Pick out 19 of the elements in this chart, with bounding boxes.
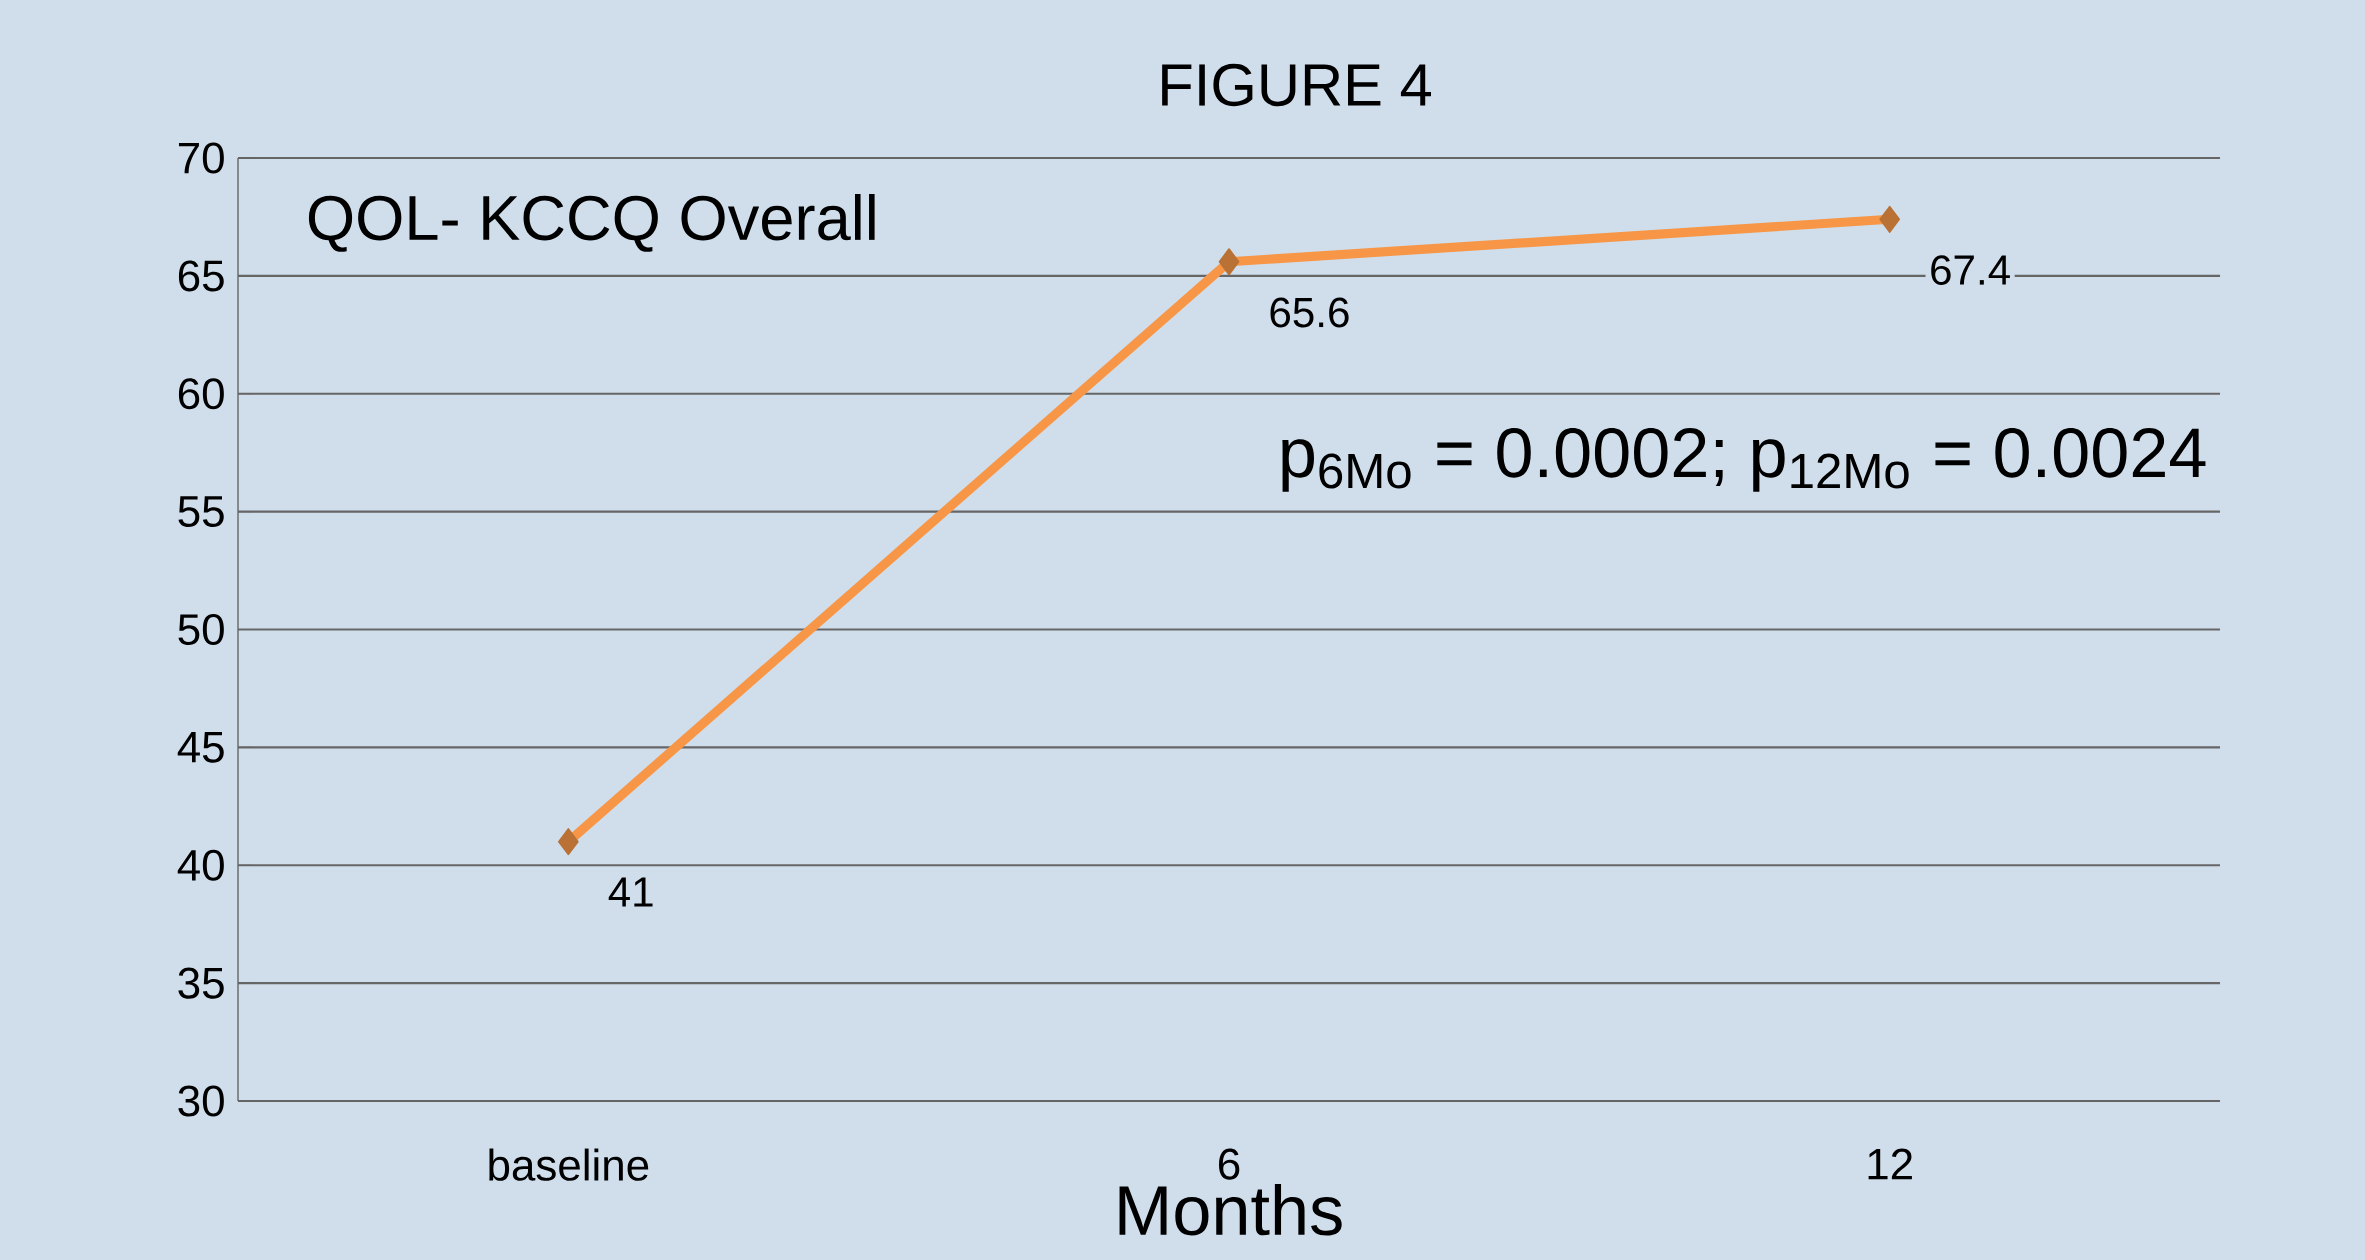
data-label: 65.6: [1270, 297, 1349, 328]
x-tick-label: 12: [1868, 1148, 1912, 1180]
y-tick-label: 40: [177, 849, 224, 881]
y-tick-label: 30: [178, 1085, 224, 1117]
y-tick-label: 70: [178, 142, 224, 174]
data-label: 41: [608, 877, 653, 907]
data-label: 67.4: [1931, 255, 2010, 285]
y-tick-label: 60: [178, 378, 224, 410]
chart-title: FIGURE 4: [1162, 63, 1431, 107]
y-tick-label: 50: [178, 614, 224, 646]
annotation: p$_{6Mo}$ = 0.0002; p$_{12Mo}$ = 0.0024: [1282, 427, 2206, 492]
y-tick-label: 45: [177, 732, 224, 763]
x-tick-label: 6: [1219, 1148, 1240, 1180]
y-tick-label: 55: [178, 496, 224, 527]
y-tick-label: 65: [178, 260, 224, 292]
x-axis-title: Months: [1119, 1183, 1342, 1236]
y-tick-label: 35: [178, 967, 224, 999]
annotation: QOL- KCCQ Overall: [308, 193, 875, 252]
x-tick-label: baseline: [489, 1148, 649, 1181]
